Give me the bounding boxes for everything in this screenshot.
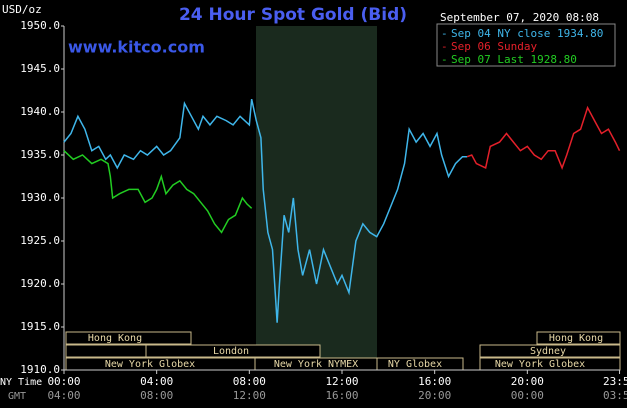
x2-tick-label: 00:00 [511,389,544,402]
legend-marker: - [441,40,448,53]
timestamp: September 07, 2020 08:08 [440,11,599,24]
session-box [536,331,621,345]
y-tick-label: 1930.0 [20,191,60,204]
price-line [63,98,468,323]
legend-marker: - [441,27,448,40]
y-tick-label: 1920.0 [20,277,60,290]
session-label: New York Globex [105,359,195,370]
sessions: Hong Kong London New York Globex New Yor… [65,331,621,371]
price-line [466,105,621,171]
y-tick-label: 1915.0 [20,320,60,333]
x2-tick-label: 12:00 [233,389,266,402]
session-label: Sydney [530,346,566,357]
x2-tick-label: 04:00 [47,389,80,402]
y-axis-label: USD/oz [2,3,42,16]
x-tick-label: 04:00 [140,375,173,388]
watermark: www.kitco.com [68,38,205,57]
chart-title: 24 Hour Spot Gold (Bid) [179,5,407,25]
y-tick-label: 1935.0 [20,148,60,161]
session-box [145,344,321,358]
x-tick-label: 16:00 [418,375,451,388]
session-label: Hong Kong [549,333,603,344]
y-tick-label: 1945.0 [20,62,60,75]
price-line [63,150,253,234]
x2-axis-label: GMT [8,391,26,402]
market-hours-shade [256,26,377,370]
y-tick-label: 1940.0 [20,105,60,118]
legend-box [436,23,616,67]
x-tick-label: 23:59 [603,375,627,388]
x-tick-label: 12:00 [325,375,358,388]
x2-tick-label: 20:00 [418,389,451,402]
session-label: London [213,346,249,357]
legend-label: Sep 07 Last 1928.80 [451,53,577,66]
session-box [65,344,147,358]
y-tick-label: 1925.0 [20,234,60,247]
x2-tick-label: 16:00 [325,389,358,402]
y-tick-label: 1910.0 [20,363,60,376]
session-label: New York NYMEX [274,359,358,370]
x-axis-label: NY Time [0,377,42,388]
y-tick-label: 1950.0 [20,19,60,32]
session-label: New York Globex [495,359,585,370]
legend-label: Sep 04 NY close 1934.80 [451,27,603,40]
session-label: NY Globex [388,359,442,370]
legend-label: Sep 06 Sunday [451,40,537,53]
x-tick-label: 00:00 [47,375,80,388]
legend-marker: - [441,53,448,66]
x2-tick-label: 03:59 [603,389,627,402]
session-box [479,344,621,358]
session-box [65,331,192,345]
session-label: Hong Kong [88,333,142,344]
x-tick-label: 08:00 [233,375,266,388]
x2-tick-label: 08:00 [140,389,173,402]
x-tick-label: 20:00 [511,375,544,388]
